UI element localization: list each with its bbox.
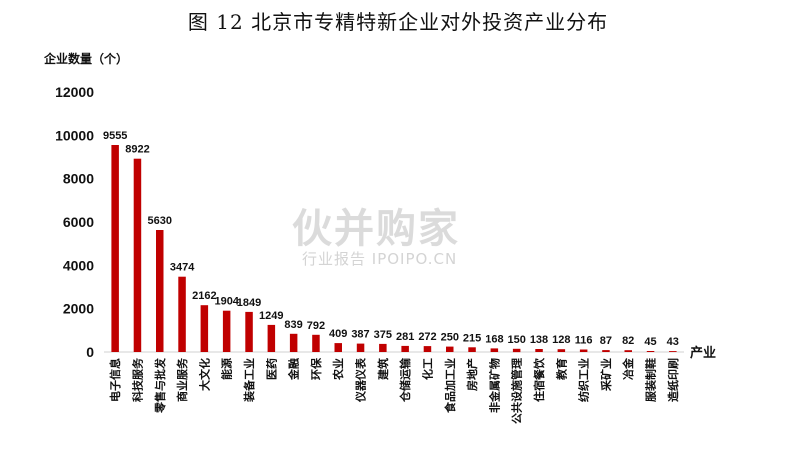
bar (245, 311, 253, 352)
category-label: 科技服务 (130, 357, 144, 402)
bar-value-label: 792 (307, 320, 325, 332)
bar (446, 346, 454, 352)
category-label: 电子信息 (108, 358, 122, 402)
category-label: 能源 (220, 358, 234, 380)
category-label: 环保 (309, 357, 323, 380)
category-label: 医药 (264, 358, 278, 380)
bar-value-label: 150 (508, 334, 526, 346)
bar-value-label: 3474 (170, 262, 195, 274)
watermark-subtitle: 行业报告 IPOIPO.CN (302, 250, 458, 268)
y-tick-label: 4000 (63, 257, 94, 273)
y-tick-label: 12000 (55, 84, 94, 100)
bar (289, 333, 298, 352)
y-tick-label: 6000 (63, 214, 94, 230)
bar (334, 343, 342, 352)
bar-value-label: 839 (284, 319, 302, 331)
category-label: 住宿餐饮 (532, 357, 546, 402)
category-label: 造纸印刷 (666, 358, 680, 402)
bar (490, 348, 499, 352)
bar-value-label: 9555 (103, 130, 127, 142)
bar-value-label: 43 (667, 336, 679, 348)
category-label: 服装制鞋 (644, 358, 658, 402)
bar (111, 145, 119, 352)
category-label: 仪器仪表 (354, 357, 368, 403)
bar (423, 346, 432, 352)
bar-value-label: 87 (600, 335, 612, 347)
category-label: 冶金 (621, 357, 635, 380)
category-label: 零售与批发 (153, 357, 167, 414)
bar (200, 305, 209, 352)
y-tick-label: 2000 (63, 301, 94, 317)
bar (535, 349, 543, 352)
x-axis-label: 产业 (690, 345, 716, 361)
category-label: 公共设施管理 (510, 358, 524, 424)
y-tick-label: 0 (86, 344, 94, 360)
category-label: 非金属矿物 (487, 358, 501, 413)
bar-value-label: 168 (485, 333, 503, 345)
bar-value-label: 1904 (214, 296, 239, 308)
bar-value-label: 215 (463, 332, 481, 344)
bar (178, 276, 186, 352)
bar (267, 324, 276, 352)
y-axis-label: 企业数量（个） (44, 52, 129, 66)
bar (512, 348, 521, 353)
category-label: 房地产 (465, 358, 479, 391)
bar-value-label: 409 (329, 328, 347, 340)
y-tick-label: 10000 (55, 127, 94, 143)
category-label: 化工 (420, 358, 434, 380)
category-label: 建筑 (376, 358, 390, 380)
chart-title: 图 12 北京市专精特新企业对外投资产业分布 (187, 10, 609, 34)
category-label: 商业服务 (175, 357, 189, 402)
bar-value-label: 82 (622, 335, 634, 347)
bar (401, 345, 409, 352)
category-label: 纺织工业 (577, 358, 591, 402)
bar (579, 349, 588, 352)
bar (379, 343, 387, 352)
bar-value-label: 8922 (125, 144, 149, 156)
bar-value-label: 375 (374, 329, 392, 341)
category-label: 金融 (287, 358, 301, 381)
bar-value-label: 387 (351, 329, 369, 341)
category-label: 仓储运输 (398, 357, 412, 403)
bar-value-label: 272 (418, 331, 436, 343)
bar (222, 310, 231, 352)
bar-value-label: 2162 (192, 290, 216, 302)
bar (624, 350, 632, 352)
bar (669, 351, 677, 352)
x-axis-category-labels: 电子信息 科技服务 零售与批发 商业服务 大文化 能源 装备工业 医药 金融 环保 农业 仪器仪表 建筑… (108, 357, 680, 424)
bar-value-label: 1249 (259, 310, 283, 322)
y-tick-label: 8000 (63, 171, 94, 187)
bar (646, 351, 655, 352)
category-label: 食品加工业 (443, 358, 457, 413)
bar-value-label: 5630 (148, 215, 172, 227)
bar (557, 349, 566, 352)
category-label: 采矿业 (599, 358, 613, 392)
y-axis-ticks: 0 2000 4000 6000 8000 10000 12000 (55, 84, 94, 360)
bar-value-label: 45 (644, 336, 656, 348)
bar (133, 158, 142, 352)
bar (356, 343, 365, 352)
bar-value-label: 128 (552, 334, 570, 346)
bar-value-label: 281 (396, 331, 414, 343)
bar-value-label: 138 (530, 334, 548, 346)
category-label: 农业 (331, 358, 345, 381)
watermark-logo: 伙并购家 (292, 206, 460, 252)
bars (111, 145, 677, 353)
category-label: 装备工业 (242, 358, 256, 403)
bar (468, 347, 476, 352)
bar (312, 334, 320, 352)
bar (156, 230, 164, 352)
category-label: 教育 (554, 358, 568, 381)
bar-value-label: 1849 (237, 297, 261, 309)
bar-value-label: 250 (441, 332, 459, 344)
bar (602, 350, 610, 352)
bar-value-label: 116 (575, 335, 593, 347)
category-label: 大文化 (197, 358, 211, 391)
